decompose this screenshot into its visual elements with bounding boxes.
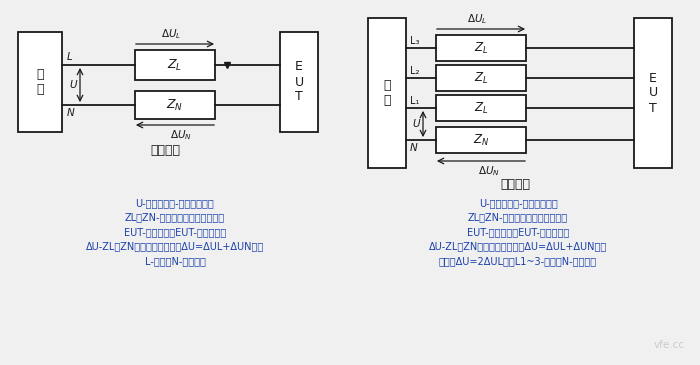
Text: ZL，ZN-导线及电流探头的阻抗；: ZL，ZN-导线及电流探头的阻抗； [125,212,225,223]
Text: ZL，ZN-导线及电流探头的阻抗；: ZL，ZN-导线及电流探头的阻抗； [468,212,568,223]
Text: L-相线；N-中性线。: L-相线；N-中性线。 [145,256,205,266]
Text: U-电源的相线-中性线电压；: U-电源的相线-中性线电压； [479,198,557,208]
Text: $Z_L$: $Z_L$ [474,41,488,55]
Bar [135,91,215,119]
Text: U: U [412,119,420,129]
Text: $\Delta U_L$: $\Delta U_L$ [467,12,487,26]
Bar [436,35,526,61]
Text: 三相设备: 三相设备 [500,178,530,191]
Text: L₃: L₃ [410,36,419,46]
Text: ΔU-ZL和ZN上的电压降之和（ΔU=ΔUL+ΔUN）；: ΔU-ZL和ZN上的电压降之和（ΔU=ΔUL+ΔUN）； [429,242,607,251]
Bar [436,95,526,121]
Text: 电
源: 电 源 [36,68,43,96]
Text: L: L [67,52,73,62]
Text: $\Delta U_N$: $\Delta U_N$ [478,164,500,178]
Text: ΔU-ZL和ZN上的电压降之和（ΔU=ΔUL+ΔUN）；: ΔU-ZL和ZN上的电压降之和（ΔU=ΔUL+ΔUN）； [86,242,264,251]
Text: 电
源: 电 源 [384,79,391,107]
Text: $Z_N$: $Z_N$ [473,132,489,147]
Text: $Z_L$: $Z_L$ [474,100,488,116]
Text: EUT-受试设备；EUT-受试设备；: EUT-受试设备；EUT-受试设备； [124,227,226,237]
Text: L₂: L₂ [410,66,419,76]
Text: L₁: L₁ [410,96,419,106]
Text: $Z_L$: $Z_L$ [167,57,183,73]
Text: E
U
T: E U T [295,61,304,104]
Bar [634,18,672,168]
Bar [280,32,318,132]
Text: N: N [410,143,418,153]
Text: E
U
T: E U T [648,72,657,115]
Bar [436,127,526,153]
Bar [368,18,406,168]
Bar [135,50,215,80]
Text: 相间（ΔU=2ΔUL）；L1~3-相线；N-中性线。: 相间（ΔU=2ΔUL）；L1~3-相线；N-中性线。 [439,256,597,266]
Bar [436,65,526,91]
Bar [18,32,62,132]
Text: $Z_L$: $Z_L$ [474,70,488,85]
Text: U-电源的相线-中性线电压；: U-电源的相线-中性线电压； [136,198,214,208]
Text: EUT-受试设备；EUT-受试设备；: EUT-受试设备；EUT-受试设备； [467,227,569,237]
Text: $\Delta U_L$: $\Delta U_L$ [161,27,181,41]
Text: vfe.cc: vfe.cc [654,340,685,350]
Text: U: U [69,80,77,90]
Text: 单相设备: 单相设备 [150,144,180,157]
Text: $Z_N$: $Z_N$ [167,97,183,112]
Text: $\Delta U_N$: $\Delta U_N$ [170,128,192,142]
Text: N: N [67,108,75,118]
